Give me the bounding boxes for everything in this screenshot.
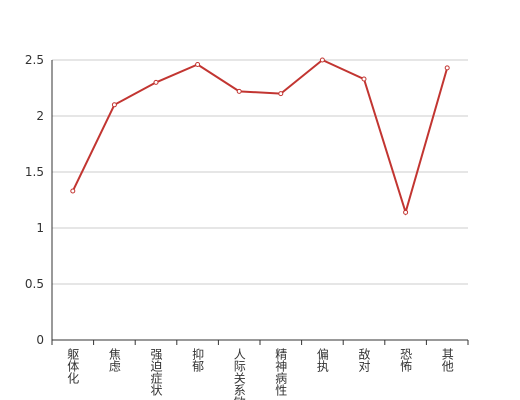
x-tick-label: 抑郁 [191,347,205,373]
point [278,91,284,97]
point [195,61,201,67]
x-tick-label: 其他 [440,348,454,372]
y-tick-label: 0 [36,333,44,347]
line [71,58,449,216]
x-tick-label: 人际关系敏感 [232,348,246,400]
y-tick-label: 0.5 [25,277,44,291]
x-tick-label: 强迫症状 [149,348,163,396]
point [319,57,325,63]
x-tick-label: 精神病性 [274,348,288,397]
point [444,65,450,71]
x-tick-label: 敌对 [357,347,371,372]
point [361,76,367,82]
y-tick-label: 2 [36,109,44,123]
x-tick-label: 恐怖 [399,348,413,372]
point [111,102,117,108]
x-tick-label: 焦虑 [107,348,121,372]
point [403,209,409,215]
point [70,188,76,194]
y-tick-label: 1 [36,221,44,235]
x-tick-label: 躯体化 [66,347,80,385]
y-tick-label: 2.5 [25,53,44,67]
point [153,79,159,85]
x-tick-label: 偏执 [315,347,329,373]
point [236,88,242,94]
y-tick-label: 1.5 [25,165,44,179]
